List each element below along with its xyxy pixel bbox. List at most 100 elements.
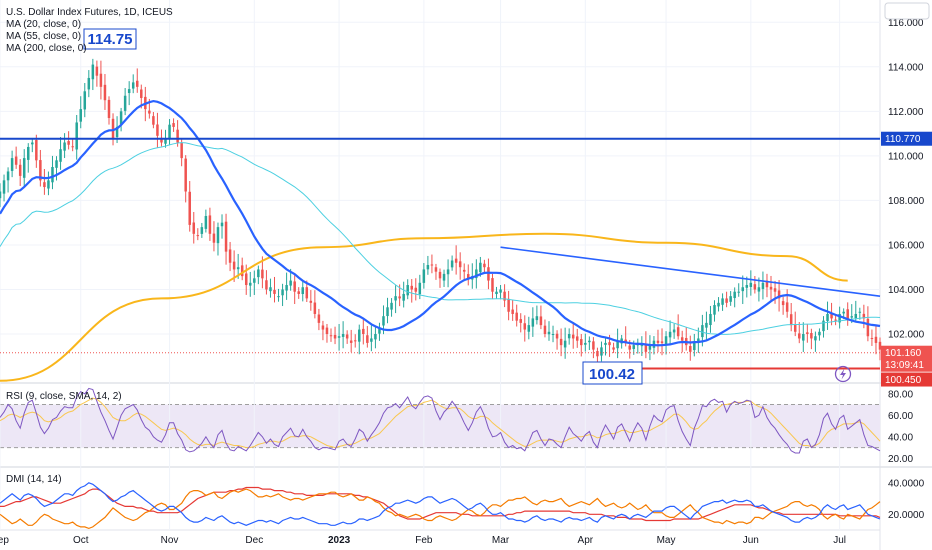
candle-body	[422, 269, 426, 283]
candle-body	[584, 342, 587, 345]
candle-body	[495, 291, 498, 295]
candle-body	[450, 260, 454, 268]
dmi-tick-label: 20.0000	[888, 510, 925, 521]
candle-body	[551, 334, 555, 336]
candle-body	[850, 316, 853, 318]
candle-body	[616, 340, 619, 349]
candle-body	[781, 301, 785, 306]
chart-settings-button[interactable]	[884, 2, 930, 20]
candle-body	[358, 329, 361, 342]
candle-body	[499, 289, 502, 293]
candle-body	[180, 143, 183, 159]
candle-body	[785, 302, 789, 312]
dmi-tick-label: 40.0000	[888, 478, 925, 489]
candle-body	[22, 158, 26, 178]
candle-body	[866, 318, 870, 337]
candle-body	[281, 289, 284, 296]
chart-title: U.S. Dollar Index Futures, 1D, ICEUS	[6, 7, 173, 18]
candle-body	[184, 158, 187, 192]
candle-body	[329, 335, 333, 337]
candle-body	[103, 84, 107, 101]
candle-body	[878, 341, 882, 350]
time-tick-label: Apr	[578, 535, 594, 546]
candle-body	[709, 313, 712, 326]
candle-body	[640, 345, 644, 347]
candle-body	[2, 180, 6, 194]
candle-body	[656, 340, 660, 343]
candle-body	[386, 307, 389, 317]
time-tick-label: Mar	[492, 535, 510, 546]
candle-body	[325, 327, 329, 335]
candle-body	[43, 182, 46, 188]
lightning-icon[interactable]	[834, 365, 852, 383]
candle-body	[333, 334, 337, 339]
candle-body	[442, 273, 446, 281]
candle-body	[273, 289, 276, 294]
candle-body	[721, 298, 724, 305]
candle-body	[426, 264, 430, 270]
candle-body	[555, 333, 559, 339]
candle-body	[826, 313, 829, 322]
candle-body	[59, 149, 62, 162]
candle-body	[18, 164, 22, 176]
low-annotation[interactable]: 100.42	[582, 361, 643, 385]
dmi-header[interactable]: DMI (14, 14)	[6, 474, 62, 485]
candle-body	[297, 291, 300, 294]
candle-body	[438, 271, 442, 279]
candle-body	[588, 340, 591, 343]
candle-body	[430, 264, 434, 266]
candle-body	[406, 285, 409, 296]
trend-line[interactable]	[500, 246, 881, 297]
candle-body	[713, 305, 716, 315]
candle-body	[390, 302, 393, 310]
candle-body	[188, 191, 191, 225]
candle-body	[467, 274, 470, 279]
candle-body	[446, 269, 450, 275]
indicator-ma55-label[interactable]: MA (55, close, 0)	[6, 31, 81, 42]
indicator-ma20-label[interactable]: MA (20, close, 0)	[6, 19, 81, 30]
candle-body	[769, 286, 773, 290]
candles	[0, 58, 882, 370]
candle-body	[535, 316, 539, 321]
candle-body	[87, 77, 91, 90]
rsi-header[interactable]: RSI (9, close, SMA, 14, 2)	[6, 391, 122, 402]
rsi-axis[interactable]: 80.00 60.00 40.00 20.00	[888, 389, 913, 465]
candle-body	[741, 287, 745, 292]
candle-body	[111, 118, 115, 139]
candle-body	[592, 341, 595, 350]
candle-body	[119, 111, 123, 125]
time-axis[interactable]: Sep Oct Nov Dec 2023 Feb Mar Apr May Jun Jul	[0, 535, 846, 546]
candle-body	[220, 222, 224, 227]
candle-body	[660, 341, 664, 343]
indicator-ma200-label[interactable]: MA (200, close, 0)	[6, 43, 87, 54]
candle-body	[398, 296, 401, 299]
candle-body	[559, 338, 563, 346]
candle-body	[543, 325, 547, 335]
candle-body	[648, 345, 652, 350]
time-tick-label: Sep	[0, 535, 9, 546]
time-tick-label: Jul	[833, 535, 846, 546]
candle-body	[717, 302, 720, 307]
candle-body	[487, 267, 490, 281]
grid	[0, 0, 880, 530]
candle-body	[798, 333, 801, 339]
candle-body	[757, 287, 761, 292]
candle-body	[394, 296, 397, 301]
high-annotation[interactable]: 114.75	[83, 28, 137, 50]
candle-body	[418, 282, 422, 295]
rsi-line	[0, 387, 881, 454]
candle-body	[349, 340, 353, 343]
dmi-axis[interactable]: 40.0000 20.0000	[888, 478, 925, 521]
candle-body	[693, 342, 696, 351]
price-axis[interactable]: 116.000 114.000 112.000 110.000 108.000 106.0…	[888, 18, 925, 341]
candle-body	[0, 191, 2, 199]
candle-body	[293, 281, 296, 292]
price-tick-label: 108.000	[888, 196, 925, 207]
candle-body	[135, 80, 139, 87]
resistance-tag: 110.770	[881, 131, 932, 146]
price-tick-label: 116.000	[888, 18, 924, 29]
candle-body	[164, 138, 167, 144]
candle-body	[697, 338, 700, 342]
candle-body	[317, 314, 321, 323]
